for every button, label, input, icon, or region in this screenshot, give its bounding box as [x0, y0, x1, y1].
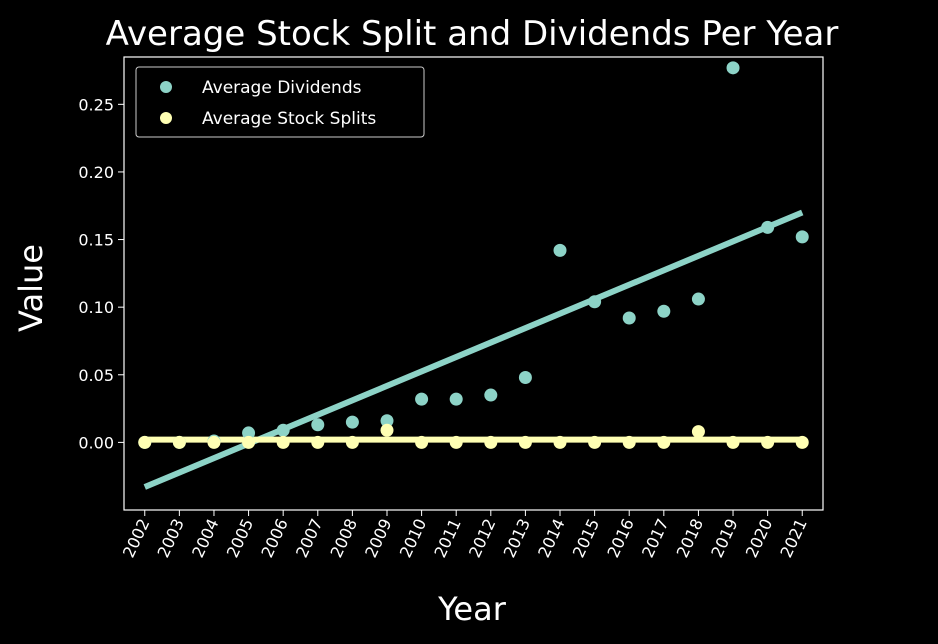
point-series-0: [761, 220, 775, 234]
y-tick-label: 0.20: [78, 163, 114, 182]
y-tick-label: 0.15: [78, 231, 114, 250]
plot-area-frame: [123, 56, 824, 511]
point-series-0: [795, 230, 809, 244]
point-series-0: [518, 370, 532, 384]
y-tick-label: 0.05: [78, 366, 114, 385]
point-series-1: [484, 435, 498, 449]
point-series-1: [518, 435, 532, 449]
point-series-1: [449, 435, 463, 449]
point-series-0: [311, 418, 325, 432]
point-series-1: [795, 435, 809, 449]
legend: Average Dividends Average Stock Splits: [135, 66, 425, 138]
legend-label-average-stock-splits: Average Stock Splits: [202, 109, 376, 129]
y-tick-label: 0.10: [78, 298, 114, 317]
y-tick-label: 0.25: [78, 95, 114, 114]
point-series-1: [588, 435, 602, 449]
point-series-0: [691, 292, 705, 306]
point-series-1: [242, 435, 256, 449]
legend-marker-average-stock-splits: [160, 112, 172, 124]
point-series-0: [726, 61, 740, 75]
x-axis-label: Year: [437, 590, 507, 628]
chart-title: Average Stock Split and Dividends Per Ye…: [106, 14, 839, 54]
point-series-0: [622, 311, 636, 325]
point-series-1: [311, 435, 325, 449]
y-tick-label: 0.00: [78, 433, 114, 452]
point-series-0: [380, 414, 394, 428]
point-series-1: [761, 435, 775, 449]
point-series-1: [345, 435, 359, 449]
point-series-0: [657, 304, 671, 318]
point-series-1: [172, 435, 186, 449]
legend-label-average-dividends: Average Dividends: [202, 78, 362, 98]
point-series-1: [138, 435, 152, 449]
point-series-1: [553, 435, 567, 449]
point-series-0: [276, 423, 290, 437]
y-axis: 0.00 0.05 0.10 0.15 0.20 0.25: [78, 95, 124, 452]
point-series-1: [380, 423, 394, 437]
point-series-0: [553, 243, 567, 257]
point-series-1: [657, 435, 671, 449]
y-axis-label: Value: [12, 244, 50, 332]
data-points: [138, 61, 809, 449]
legend-box: [135, 66, 425, 138]
point-series-1: [726, 435, 740, 449]
point-series-1: [207, 435, 221, 449]
point-series-1: [415, 435, 429, 449]
point-series-0: [345, 415, 359, 429]
point-series-1: [691, 425, 705, 439]
point-series-0: [588, 295, 602, 309]
point-series-1: [276, 435, 290, 449]
point-series-0: [242, 426, 256, 440]
point-series-0: [484, 388, 498, 402]
point-series-1: [622, 435, 636, 449]
point-series-0: [415, 392, 429, 406]
point-series-0: [449, 392, 463, 406]
legend-marker-average-dividends: [160, 81, 172, 93]
